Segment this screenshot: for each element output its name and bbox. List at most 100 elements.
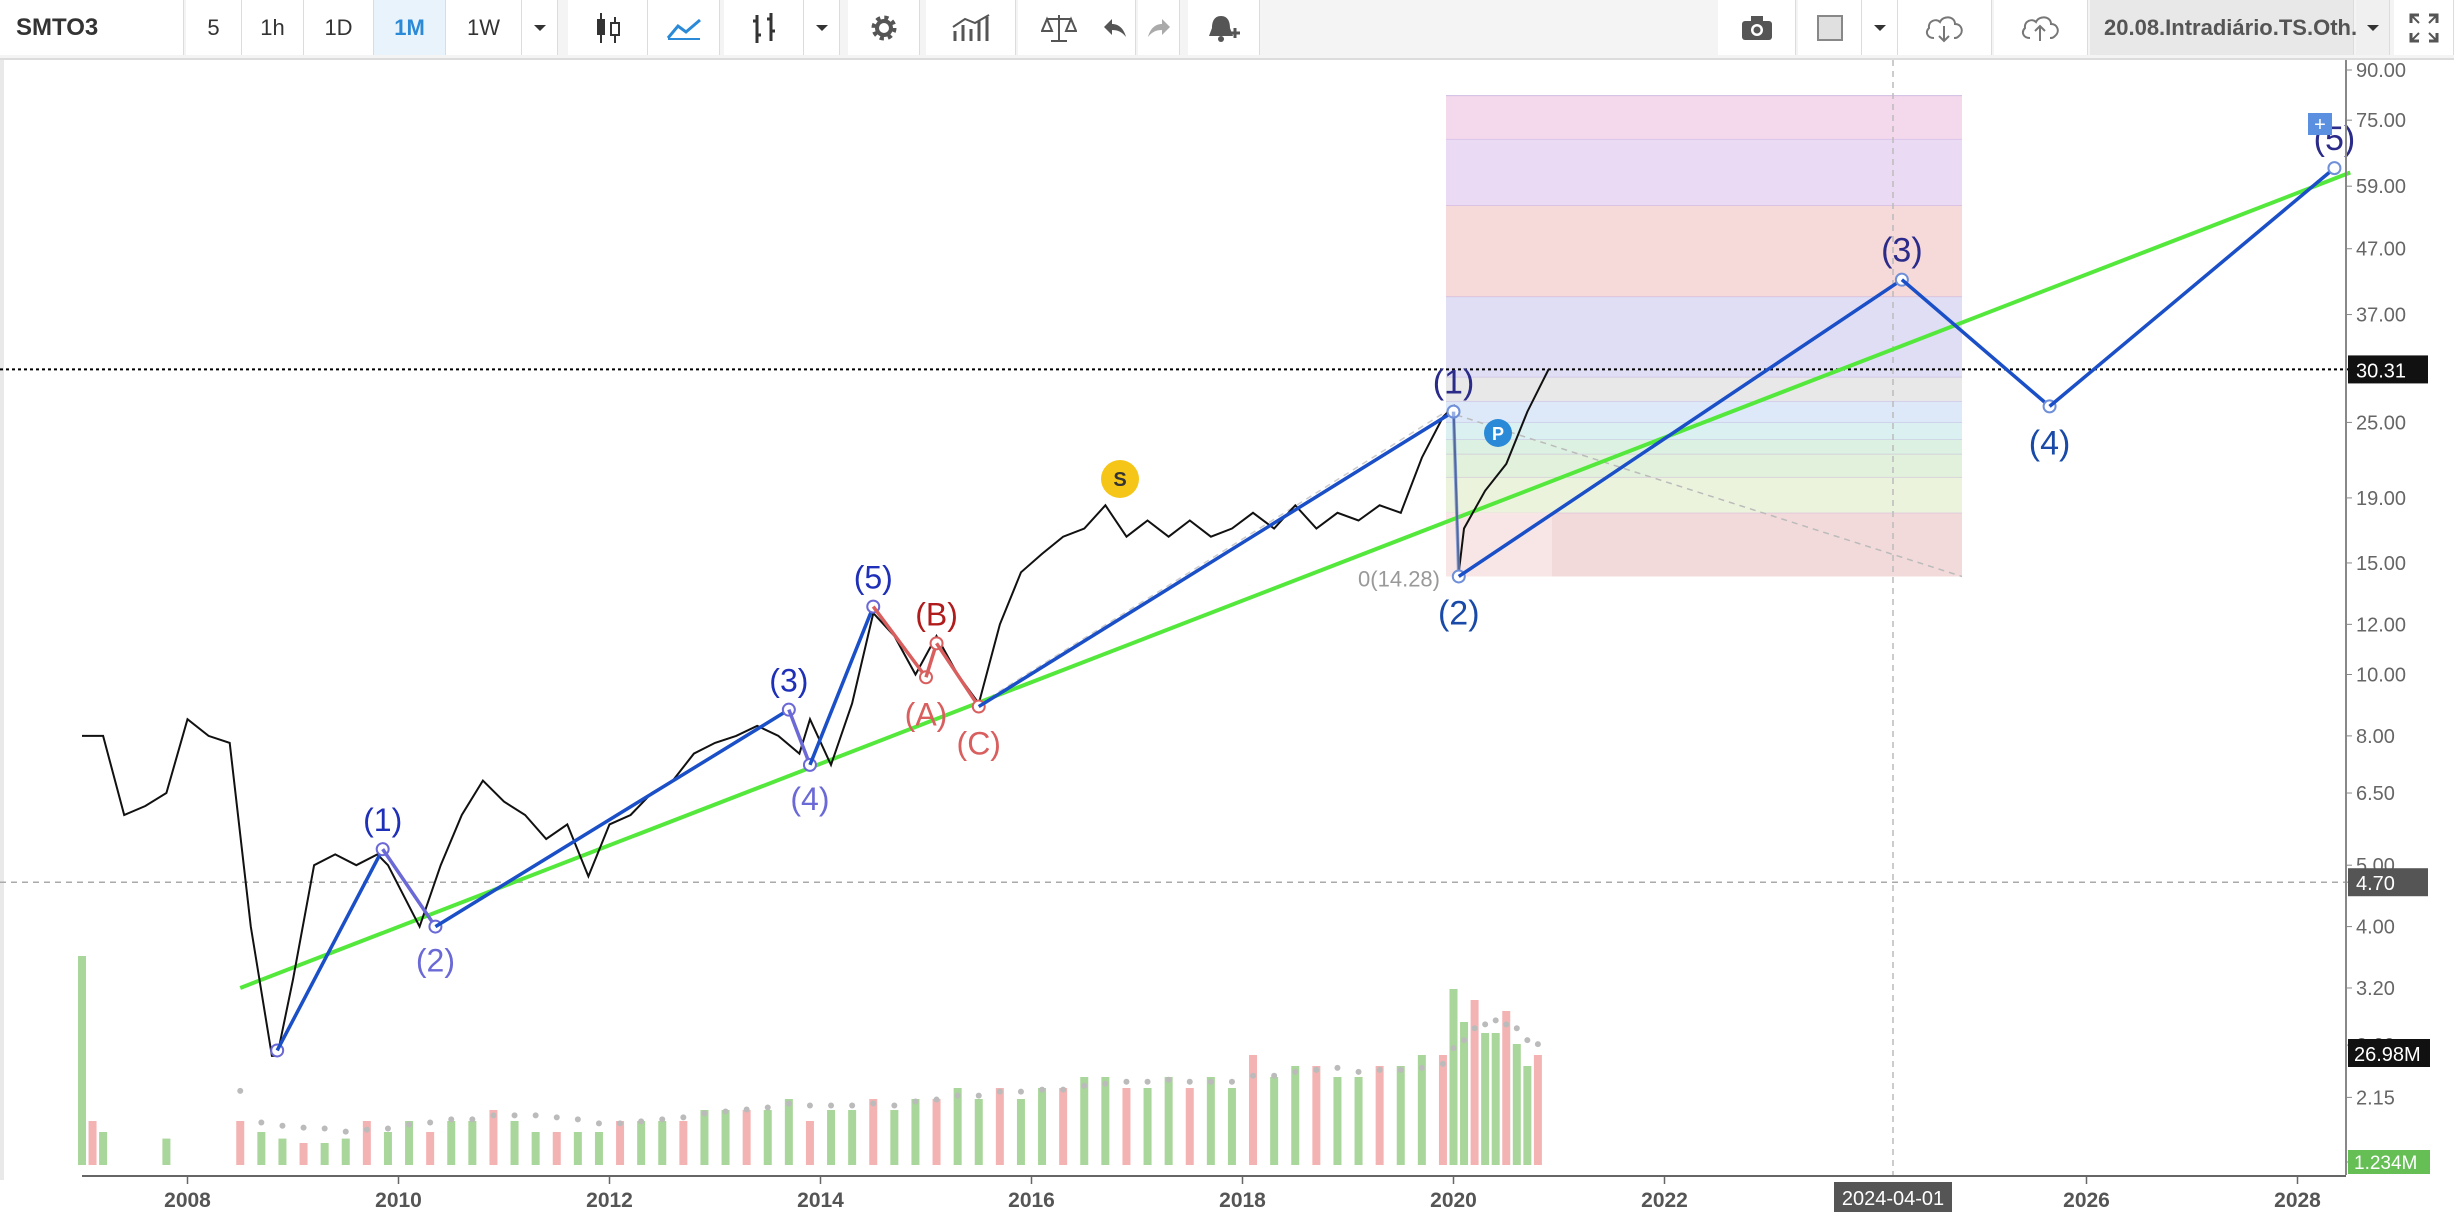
save-button[interactable]	[1994, 0, 2088, 55]
time-tick-label: 2010	[375, 1189, 422, 1212]
event-markers[interactable]: S P +	[1101, 113, 2332, 498]
green-trendline[interactable]	[239, 170, 2351, 990]
price-tick-label: 19.00	[2356, 488, 2406, 510]
volume-bar	[658, 1121, 667, 1165]
symbol-label: SMTO3	[16, 13, 99, 41]
time-tick-label: 2018	[1219, 1189, 1266, 1212]
p-marker[interactable]	[1484, 419, 1512, 447]
price-tick-label: 10.00	[2356, 664, 2406, 686]
undo-button[interactable]	[1094, 0, 1136, 55]
price-axis[interactable]: 90.00 75.00 59.00 47.00 37.00 30.31 25.00 19.00…	[2345, 60, 2430, 1175]
major-wave-segment[interactable]	[977, 410, 1455, 709]
volume-ma-dot	[659, 1116, 666, 1123]
volume-ma-dot	[1123, 1078, 1130, 1085]
add-button[interactable]	[2308, 113, 2332, 135]
volume-bar	[1502, 1011, 1511, 1165]
volume-ma-dot	[870, 1100, 877, 1107]
symbol-field[interactable]: SMTO3	[0, 0, 184, 55]
wave-segment[interactable]	[787, 709, 812, 766]
price-tag-label: 4.70	[2356, 873, 2395, 895]
volume-bar	[468, 1121, 477, 1165]
color-button[interactable]	[1798, 0, 1862, 55]
major-wave-label: (2)	[1438, 594, 1480, 632]
chevron-down-icon	[1873, 24, 1886, 31]
wave-segment[interactable]	[808, 605, 875, 766]
interval-1w-button[interactable]: 1W	[446, 0, 522, 55]
volume-bar	[1206, 1077, 1215, 1165]
interval-1h-button[interactable]: 1h	[242, 0, 304, 55]
wave-label: (5)	[854, 560, 893, 596]
fib-band	[1446, 139, 1962, 206]
wave-segment[interactable]	[434, 708, 790, 929]
interval-1m-button[interactable]: 1M	[374, 0, 446, 55]
volume-bar	[1354, 1077, 1363, 1165]
line-chart-button[interactable]	[648, 0, 720, 55]
fullscreen-icon	[2409, 13, 2438, 42]
color-dropdown-button[interactable]	[1862, 0, 1898, 55]
corrective-segment[interactable]	[935, 642, 981, 708]
volume-ma-dot	[406, 1121, 413, 1128]
fib-retracement-zone[interactable]: 0(14.28)	[979, 95, 1963, 705]
time-tick-label: 2022	[1641, 1189, 1688, 1212]
wave-segment[interactable]	[275, 848, 385, 1052]
volume-ma-dot	[701, 1110, 708, 1117]
elliott-wave-layer[interactable]: (1)(2)(3)(4)(5)(A)(B)(C)(1)(2)(3)(4)(5)	[270, 120, 2355, 1058]
chevron-down-icon	[533, 24, 546, 31]
major-wave-label: (3)	[1881, 232, 1923, 270]
volume-ma-dot	[891, 1102, 898, 1109]
volume-ma-dot	[1165, 1076, 1172, 1083]
volume-ma-dot	[1397, 1066, 1404, 1073]
major-wave-segment[interactable]	[1451, 411, 1461, 577]
price-chart[interactable]: 0(14.28) (1) (2) (3) (4) (5) (A) (B) (C) (1) (2) (…	[0, 60, 2454, 1224]
alert-button[interactable]	[1188, 0, 1260, 55]
volume-ma-dot	[617, 1120, 624, 1127]
snapshot-button[interactable]	[1718, 0, 1796, 55]
chart-toolbar: SMTO3 5 1h 1D 1M 1W	[0, 0, 2454, 60]
volume-ma-dot	[595, 1120, 602, 1127]
template-dropdown-button[interactable]	[2356, 0, 2390, 55]
redo-button[interactable]	[1138, 0, 1180, 55]
volume-bar	[1312, 1066, 1321, 1165]
fib-diagonal	[979, 410, 1447, 705]
load-button[interactable]	[1898, 0, 1992, 55]
time-tick-label: 2020	[1430, 1189, 1477, 1212]
fib-band	[1446, 512, 1552, 577]
redo-icon	[1147, 18, 1170, 37]
fullscreen-button[interactable]	[2394, 0, 2454, 55]
wave-label: (4)	[790, 781, 829, 817]
volume-bar	[721, 1110, 730, 1165]
volume-bar	[531, 1132, 540, 1165]
compare-button[interactable]	[1018, 0, 1100, 55]
trendlines[interactable]	[239, 170, 2351, 990]
time-axis[interactable]: 2008 2010 2012 2014 2016 2018 2020 2022 2026 2028…	[82, 1175, 2346, 1212]
chart-type-dropdown-button[interactable]	[804, 0, 840, 55]
s-marker[interactable]	[1101, 460, 1139, 498]
bars-icon	[752, 12, 775, 43]
interval-1d-button[interactable]: 1D	[304, 0, 374, 55]
volume-ma-dot	[1228, 1078, 1235, 1085]
volume-bar	[1291, 1066, 1300, 1165]
major-wave-segment[interactable]	[1457, 278, 1903, 578]
volume-bar	[1523, 1066, 1532, 1165]
indicators-button[interactable]	[926, 0, 1016, 55]
wave-segment[interactable]	[381, 848, 437, 928]
major-wave-segment[interactable]	[1900, 278, 2051, 408]
interval-5-button[interactable]: 5	[186, 0, 242, 55]
volume-bar	[1533, 1055, 1542, 1165]
left-edge-scrollbar[interactable]	[0, 60, 4, 1180]
interval-dropdown-button[interactable]	[522, 0, 558, 55]
fib-band	[1446, 422, 1962, 440]
volume-bar	[1417, 1055, 1426, 1165]
major-wave-segment[interactable]	[2048, 166, 2336, 408]
fib-band	[1446, 95, 1962, 140]
corrective-segment[interactable]	[871, 605, 928, 679]
volume-bar	[594, 1132, 603, 1165]
p-marker-label: P	[1492, 424, 1504, 444]
scale-icon	[1040, 14, 1077, 42]
volume-bar	[88, 1121, 97, 1165]
settings-button[interactable]	[848, 0, 920, 55]
template-select[interactable]: 20.08.Intradiário.TS.Oth...	[2090, 0, 2369, 55]
candles-button[interactable]	[568, 0, 648, 55]
major-wave-node[interactable]	[2327, 161, 2342, 176]
bars-button[interactable]	[724, 0, 804, 55]
